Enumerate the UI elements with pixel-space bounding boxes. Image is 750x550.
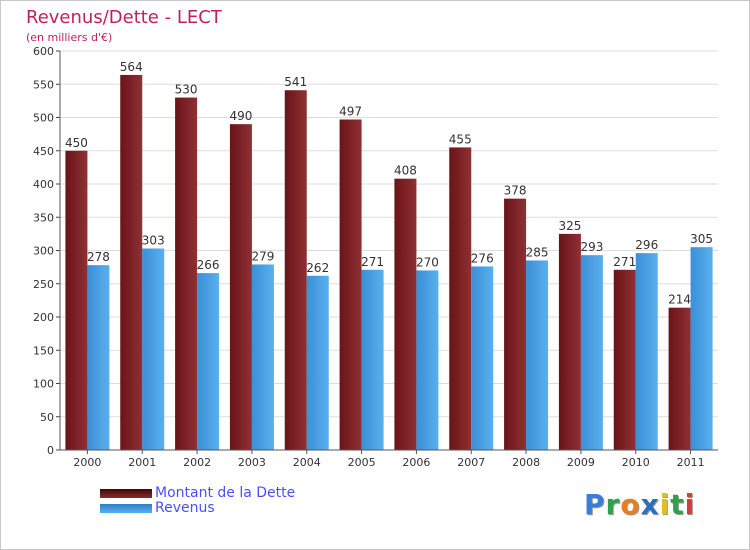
bar-revenue bbox=[416, 270, 439, 450]
data-label-revenue: 271 bbox=[361, 255, 384, 269]
x-tick-label: 2002 bbox=[183, 456, 211, 469]
legend-swatch-debt bbox=[100, 489, 152, 498]
chart-subtitle: (en milliers d'€) bbox=[26, 31, 112, 44]
bar-debt bbox=[65, 150, 88, 450]
bar-debt bbox=[284, 90, 307, 451]
y-tick-label: 200 bbox=[33, 311, 54, 324]
bar-debt bbox=[394, 178, 417, 450]
logo-letter: i bbox=[659, 488, 671, 521]
chart-title: Revenus/Dette - LECT bbox=[26, 7, 223, 28]
bar-debt bbox=[668, 307, 691, 450]
data-label-revenue: 296 bbox=[635, 238, 658, 252]
data-label-revenue: 285 bbox=[526, 245, 549, 259]
data-label-debt: 450 bbox=[65, 136, 88, 150]
logo-letter: i bbox=[684, 488, 696, 521]
y-tick-label: 450 bbox=[33, 145, 54, 158]
x-tick-label: 2008 bbox=[512, 456, 540, 469]
bar-revenue bbox=[635, 253, 658, 450]
data-label-debt: 541 bbox=[284, 75, 307, 89]
bar-debt bbox=[449, 147, 472, 451]
y-tick-label: 100 bbox=[33, 378, 54, 391]
logo-letter: t bbox=[670, 488, 685, 521]
data-label-revenue: 278 bbox=[87, 250, 110, 264]
bar-revenue bbox=[690, 247, 713, 450]
legend-label-debt: Montant de la Dette bbox=[155, 485, 296, 501]
logo-letter: o bbox=[620, 488, 641, 521]
logo-letter: r bbox=[605, 488, 621, 521]
data-label-revenue: 303 bbox=[142, 234, 165, 248]
bar-revenue bbox=[251, 264, 274, 450]
data-label-revenue: 270 bbox=[416, 255, 439, 269]
label-layer: 450 278 564 303 530 266 490 279 541 262 497 271 408 2… bbox=[65, 60, 713, 307]
bar-revenue bbox=[197, 273, 220, 450]
x-tick-label: 2007 bbox=[457, 456, 485, 469]
bar-debt bbox=[175, 97, 198, 451]
x-tick-label: 2010 bbox=[622, 456, 650, 469]
data-label-debt: 325 bbox=[558, 219, 581, 233]
bar-revenue bbox=[526, 260, 549, 450]
x-tick-label: 2011 bbox=[677, 456, 705, 469]
x-tick-label: 2001 bbox=[128, 456, 156, 469]
x-tick-label: 2003 bbox=[238, 456, 266, 469]
bar-debt bbox=[613, 269, 636, 450]
data-label-debt: 378 bbox=[504, 184, 527, 198]
y-tick-label: 150 bbox=[33, 344, 54, 357]
data-label-debt: 214 bbox=[668, 293, 691, 307]
x-tick-label: 2004 bbox=[293, 456, 321, 469]
bar-debt bbox=[558, 233, 581, 450]
data-label-debt: 564 bbox=[120, 60, 143, 74]
y-tick-label: 50 bbox=[40, 411, 54, 424]
y-tick-label: 300 bbox=[33, 245, 54, 258]
bar-revenue bbox=[87, 265, 110, 450]
data-label-revenue: 293 bbox=[580, 240, 603, 254]
data-label-debt: 455 bbox=[449, 132, 472, 146]
y-tick-label: 550 bbox=[33, 78, 54, 91]
y-tick-label: 600 bbox=[33, 45, 54, 58]
x-tick-label: 2005 bbox=[348, 456, 376, 469]
proxiti-logo: Proxiti bbox=[584, 490, 695, 520]
bar-debt bbox=[504, 198, 527, 450]
y-tick-label: 500 bbox=[33, 112, 54, 125]
x-tick-label: 2000 bbox=[73, 456, 101, 469]
y-tick-label: 250 bbox=[33, 278, 54, 291]
data-label-revenue: 279 bbox=[251, 249, 274, 263]
bar-debt bbox=[339, 119, 362, 451]
logo-letter: P bbox=[584, 488, 606, 521]
data-label-revenue: 305 bbox=[690, 232, 713, 246]
logo-letter: x bbox=[640, 488, 660, 521]
data-label-debt: 408 bbox=[394, 164, 417, 178]
bar-revenue bbox=[580, 255, 603, 450]
data-label-debt: 271 bbox=[613, 255, 636, 269]
data-label-revenue: 276 bbox=[471, 251, 494, 265]
x-tick-label: 2009 bbox=[567, 456, 595, 469]
legend-swatch-revenue bbox=[100, 504, 152, 513]
bar-revenue bbox=[142, 248, 165, 450]
bar-layer bbox=[65, 74, 713, 451]
bar-revenue bbox=[361, 269, 384, 450]
bar-debt bbox=[229, 124, 252, 451]
bar-debt bbox=[120, 74, 143, 450]
axis-layer: 0 50 100 150 200 250 300 350 400 450 500 550 600 2000… bbox=[33, 45, 718, 469]
bar-revenue bbox=[306, 275, 329, 450]
data-label-revenue: 266 bbox=[197, 258, 220, 272]
x-tick-label: 2006 bbox=[402, 456, 430, 469]
data-label-revenue: 262 bbox=[306, 261, 329, 275]
y-tick-label: 350 bbox=[33, 211, 54, 224]
data-label-debt: 490 bbox=[229, 109, 252, 123]
data-label-debt: 497 bbox=[339, 104, 362, 118]
legend-label-revenue: Revenus bbox=[155, 500, 215, 516]
y-tick-label: 0 bbox=[47, 444, 54, 457]
y-tick-label: 400 bbox=[33, 178, 54, 191]
data-label-debt: 530 bbox=[175, 83, 198, 97]
bar-revenue bbox=[471, 266, 494, 450]
